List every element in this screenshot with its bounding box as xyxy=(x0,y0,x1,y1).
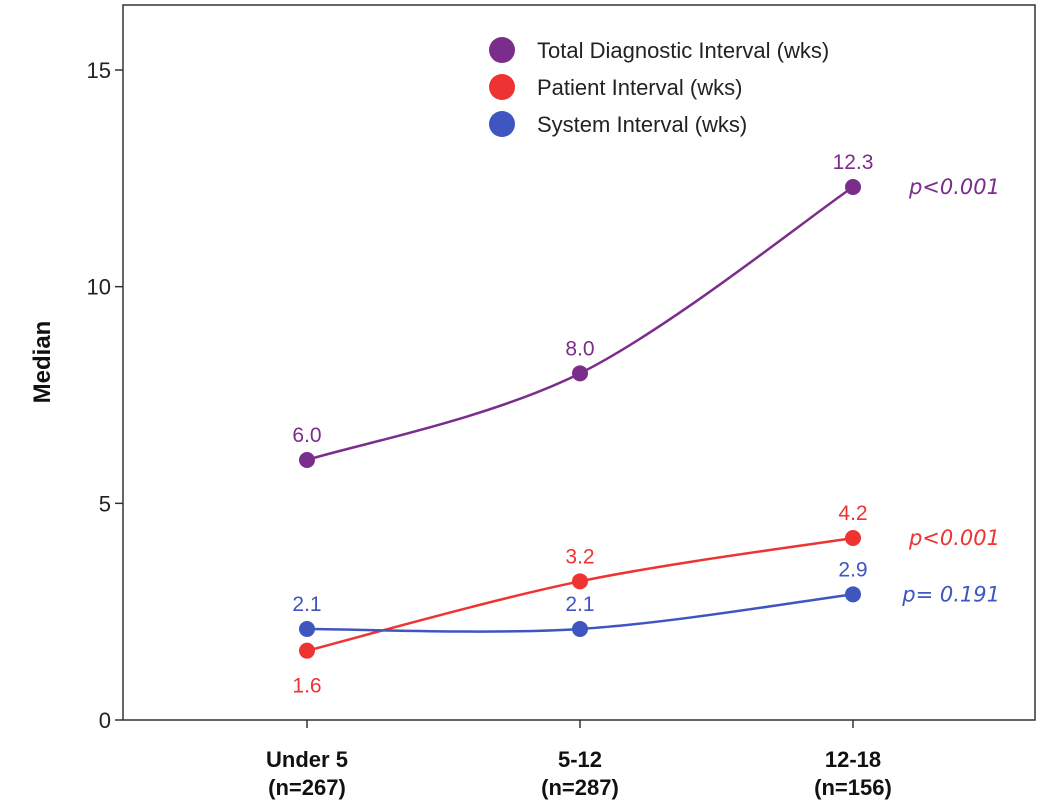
legend: Total Diagnostic Interval (wks) Patient I… xyxy=(489,37,829,137)
data-point xyxy=(299,621,315,637)
y-axis: 0 5 10 15 xyxy=(87,58,123,733)
data-point xyxy=(572,365,588,382)
x-tick-label: Under 5 xyxy=(266,747,348,772)
p-value-annotation: p<0.001 xyxy=(908,526,1000,550)
legend-item: Total Diagnostic Interval (wks) xyxy=(489,37,829,63)
legend-label: System Interval (wks) xyxy=(537,112,747,137)
legend-marker xyxy=(489,74,515,100)
series-line xyxy=(306,185,854,462)
x-tick-sublabel: (n=267) xyxy=(268,775,346,800)
data-label: 4.2 xyxy=(838,502,867,525)
data-label: 1.6 xyxy=(292,675,321,698)
series-total-diagnostic-interval-wks: 6.0 8.0 12.3 p<0.001 xyxy=(292,151,1000,468)
data-point xyxy=(845,586,861,603)
y-tick-label: 15 xyxy=(87,58,111,83)
series-patient-interval-wks: 1.6 3.2 4.2 p<0.001 xyxy=(292,502,1000,698)
legend-label: Total Diagnostic Interval (wks) xyxy=(537,38,829,63)
data-point xyxy=(299,642,315,659)
x-tick-label: 5-12 xyxy=(558,747,602,772)
data-label: 6.0 xyxy=(292,424,321,447)
x-tick-sublabel: (n=287) xyxy=(541,775,619,800)
y-tick-label: 5 xyxy=(99,491,111,516)
data-point xyxy=(845,530,861,546)
x-axis: Under 5 (n=267) 5-12 (n=287) 12-18 (n=156) xyxy=(266,720,892,800)
data-point xyxy=(572,573,588,590)
y-tick-label: 10 xyxy=(87,275,111,300)
data-label: 2.1 xyxy=(565,593,594,616)
y-tick-label: 0 xyxy=(99,708,111,733)
legend-marker xyxy=(489,37,515,63)
data-label: 8.0 xyxy=(565,337,594,360)
p-value-annotation: p<0.001 xyxy=(908,175,1000,199)
legend-marker xyxy=(489,111,515,137)
data-point xyxy=(299,452,315,468)
plot-frame xyxy=(122,4,1036,721)
data-label: 2.1 xyxy=(292,593,321,616)
legend-label: Patient Interval (wks) xyxy=(537,75,742,100)
data-label: 3.2 xyxy=(565,545,594,568)
data-label: 2.9 xyxy=(838,558,867,581)
data-point xyxy=(845,179,861,195)
data-point xyxy=(572,621,588,637)
y-axis-title: Median xyxy=(29,321,56,404)
p-value-annotation: p= 0.191 xyxy=(901,582,1000,606)
legend-item: Patient Interval (wks) xyxy=(489,74,742,100)
series-system-interval-wks: 2.1 2.1 2.9 p= 0.191 xyxy=(292,558,1000,637)
x-tick-label: 12-18 xyxy=(825,747,881,772)
x-tick-sublabel: (n=156) xyxy=(814,775,892,800)
data-label: 12.3 xyxy=(833,151,874,174)
legend-item: System Interval (wks) xyxy=(489,111,747,137)
